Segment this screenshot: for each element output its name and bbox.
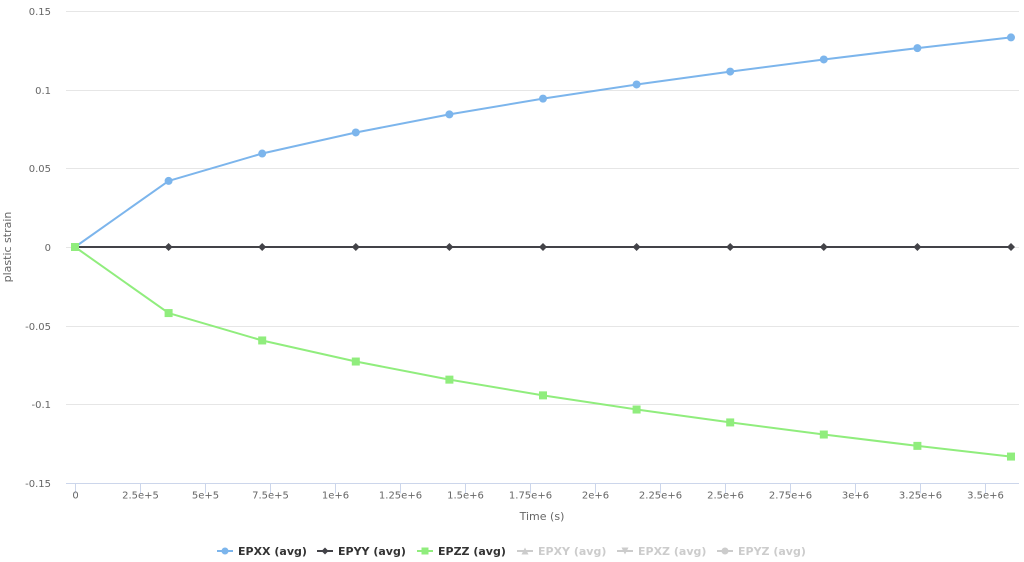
x-tick-label: 1.75e+6 xyxy=(509,491,552,502)
x-tick-label: 3.25e+6 xyxy=(899,491,942,502)
data-point[interactable] xyxy=(164,309,173,318)
y-axis-title: plastic strain xyxy=(1,212,14,283)
legend-label: EPYZ (avg) xyxy=(738,545,806,558)
data-point[interactable] xyxy=(445,243,454,251)
data-point[interactable] xyxy=(258,149,267,158)
data-point[interactable] xyxy=(445,375,454,384)
legend-item-epxy[interactable]: EPXY (avg) xyxy=(517,545,606,558)
x-tick-label: 1.5e+6 xyxy=(447,491,484,502)
data-point[interactable] xyxy=(632,80,641,89)
y-tick-label: 0.1 xyxy=(35,86,51,97)
x-tick-label: 1.25e+6 xyxy=(379,491,422,502)
legend-circle-icon xyxy=(721,547,729,555)
legend-circle-icon xyxy=(221,547,229,555)
data-point[interactable] xyxy=(258,243,267,251)
data-point[interactable] xyxy=(351,243,360,251)
data-point[interactable] xyxy=(632,405,641,414)
legend-triangle-down-icon xyxy=(621,547,629,555)
legend-square-icon xyxy=(421,547,429,555)
legend-triangle-icon xyxy=(521,547,529,555)
legend-label: EPYY (avg) xyxy=(338,545,406,558)
legend-label: EPXX (avg) xyxy=(238,545,307,558)
data-point[interactable] xyxy=(1006,33,1015,42)
legend-item-epyz[interactable]: EPYZ (avg) xyxy=(717,545,806,558)
data-point[interactable] xyxy=(913,44,922,53)
y-tick-label: 0 xyxy=(45,243,51,254)
legend-label: EPXY (avg) xyxy=(538,545,606,558)
data-point[interactable] xyxy=(351,128,360,137)
y-tick-label: 0.05 xyxy=(29,164,51,175)
x-tick-label: 1e+6 xyxy=(322,491,349,502)
x-tick-label: 3e+6 xyxy=(842,491,869,502)
data-point[interactable] xyxy=(913,243,922,251)
legend-diamond-icon xyxy=(321,547,329,555)
data-point[interactable] xyxy=(1006,243,1015,251)
x-axis-title: Time (s) xyxy=(519,510,565,523)
x-tick-label: 3.5e+6 xyxy=(967,491,1004,502)
legend: EPXX (avg) EPYY (avg) EPZZ (avg) EPXY (avg)… xyxy=(217,545,806,558)
legend-item-epyy[interactable]: EPYY (avg) xyxy=(317,545,406,558)
x-tick-label: 2e+6 xyxy=(582,491,609,502)
x-tick-label: 7.5e+5 xyxy=(252,491,289,502)
y-tick-label: -0.1 xyxy=(31,400,51,411)
legend-item-epxz[interactable]: EPXZ (avg) xyxy=(617,545,706,558)
data-point[interactable] xyxy=(164,243,173,251)
data-point[interactable] xyxy=(726,243,735,251)
data-point[interactable] xyxy=(913,441,922,450)
x-tick-label: 2.5e+5 xyxy=(122,491,159,502)
series-epzz xyxy=(70,243,1015,461)
data-point[interactable] xyxy=(258,336,267,345)
series-line xyxy=(74,36,1012,248)
plot-series xyxy=(70,33,1015,461)
y-tick-label: -0.15 xyxy=(25,479,51,490)
grid-lines xyxy=(66,11,1019,405)
x-tick-label: 2.75e+6 xyxy=(769,491,812,502)
data-point[interactable] xyxy=(445,110,454,119)
legend-item-epxx[interactable]: EPXX (avg) xyxy=(217,545,307,558)
y-tick-label: -0.05 xyxy=(25,322,51,333)
data-point[interactable] xyxy=(726,67,735,76)
legend-label: EPZZ (avg) xyxy=(438,545,506,558)
data-point[interactable] xyxy=(632,243,641,251)
data-point[interactable] xyxy=(1006,452,1015,461)
data-point[interactable] xyxy=(819,243,828,251)
x-tick-label: 2.5e+6 xyxy=(707,491,744,502)
legend-label: EPXZ (avg) xyxy=(638,545,706,558)
data-point[interactable] xyxy=(726,418,735,427)
legend-item-epzz[interactable]: EPZZ (avg) xyxy=(417,545,506,558)
series-epxx xyxy=(70,33,1015,251)
data-point[interactable] xyxy=(164,176,173,185)
data-point[interactable] xyxy=(819,430,828,439)
series-line xyxy=(74,246,1012,458)
y-tick-label: 0.15 xyxy=(29,7,51,18)
data-point[interactable] xyxy=(538,94,547,103)
y-axis-labels: 0.15 0.1 0.05 0 -0.05 -0.1 -0.15 xyxy=(25,7,51,490)
data-point[interactable] xyxy=(819,55,828,64)
data-point[interactable] xyxy=(538,391,547,400)
data-point[interactable] xyxy=(351,357,360,366)
series-epyy xyxy=(70,243,1015,251)
x-axis: 0 2.5e+5 5e+5 7.5e+5 1e+6 1.25e+6 1.5e+6 1.75e+… xyxy=(66,483,1019,502)
x-tick-label: 5e+5 xyxy=(192,491,219,502)
data-point[interactable] xyxy=(70,243,79,251)
data-point[interactable] xyxy=(538,243,547,251)
x-tick-label: 0 xyxy=(72,491,78,502)
x-tick-label: 2.25e+6 xyxy=(639,491,682,502)
